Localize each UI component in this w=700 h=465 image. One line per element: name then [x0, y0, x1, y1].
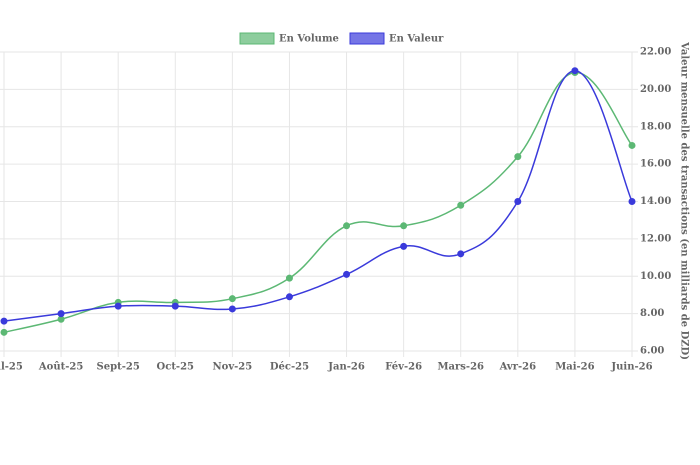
y-tick-label: 20.00 — [640, 84, 671, 95]
y-axis-label: Valeur mensuelle des transactions (en mi… — [679, 41, 690, 360]
y-tick-label: 8.00 — [640, 308, 664, 319]
data-point — [628, 198, 636, 205]
legend-label: En Valeur — [389, 34, 444, 45]
data-point — [343, 270, 351, 278]
y-tick-label: 16.00 — [640, 159, 671, 170]
data-point — [571, 67, 579, 75]
series-line — [3, 69, 633, 322]
data-point — [628, 141, 636, 149]
y-tick-label: 12.00 — [640, 233, 671, 244]
x-tick-label: Mars-26 — [437, 362, 484, 373]
data-point — [514, 198, 522, 205]
legend-label: En Volume — [279, 34, 339, 45]
y-tick-label: 6.00 — [640, 346, 664, 357]
data-point — [285, 274, 293, 282]
data-point — [114, 302, 122, 310]
data-point — [400, 222, 408, 230]
y-tick-label: 14.00 — [640, 196, 671, 207]
x-tick-label: Avr-26 — [499, 362, 537, 373]
y-tick-label: 18.00 — [640, 121, 671, 132]
data-point — [228, 305, 236, 313]
x-tick-label: Sept-25 — [97, 362, 140, 373]
x-tick-label: Juin-26 — [610, 362, 652, 373]
y-tick-label: 10.00 — [640, 271, 671, 282]
y-tick-label: 22.00 — [640, 47, 671, 58]
data-point — [457, 250, 465, 258]
legend-swatch — [239, 32, 275, 45]
data-point — [57, 315, 65, 323]
series-line — [3, 71, 633, 334]
x-tick-label: Oct-25 — [157, 362, 195, 373]
data-point — [457, 201, 465, 209]
data-point — [285, 293, 293, 301]
data-point — [171, 302, 179, 310]
x-tick-label: Fév-26 — [385, 362, 422, 373]
data-point — [0, 317, 8, 325]
x-tick-label: Déc-25 — [270, 362, 309, 373]
data-point — [0, 328, 8, 336]
x-tick-label: Nov-25 — [213, 362, 253, 373]
data-point — [228, 295, 236, 303]
legend-swatch — [349, 32, 385, 45]
x-tick-label: Jan-26 — [327, 362, 365, 373]
data-point — [514, 153, 522, 161]
data-point — [57, 310, 65, 318]
data-point — [343, 222, 351, 230]
x-tick-label: Juil-25 — [0, 362, 23, 373]
data-point — [400, 242, 408, 250]
x-tick-label: Août-25 — [38, 362, 83, 373]
x-tick-label: Mai-26 — [555, 362, 594, 373]
